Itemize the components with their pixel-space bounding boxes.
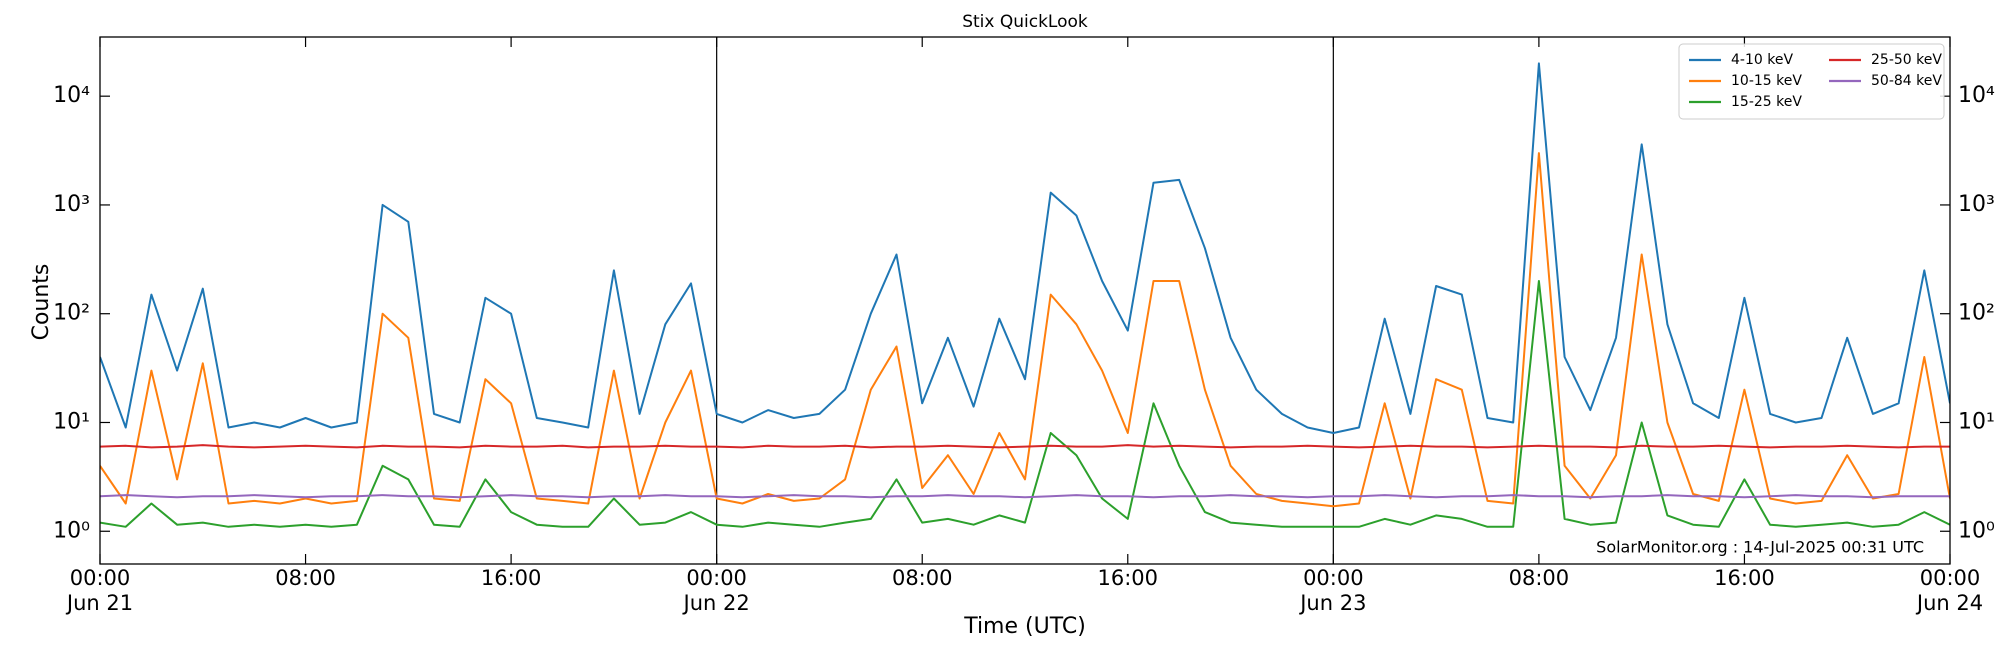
series-line: [100, 444, 1950, 449]
x-tick-label: 08:00: [275, 566, 336, 590]
y-tick-label: 10³: [53, 192, 90, 217]
x-tick-label: 08:00: [891, 566, 953, 590]
y-tick-label-right: 10⁴: [1958, 83, 1995, 108]
x-tick-label: 16:00: [480, 566, 542, 590]
x-tick-label: 00:00 Jun 21: [66, 566, 134, 615]
y-axis-label: Counts: [29, 264, 54, 341]
y-tick-label: 10⁰: [53, 518, 90, 543]
series-line: [100, 280, 1950, 528]
x-tick-label: 08:00: [1508, 566, 1570, 590]
y-tick-label: 10²: [53, 301, 90, 326]
legend-label: 10-15 keV: [1731, 73, 1802, 89]
chart-title: Stix QuickLook: [962, 12, 1088, 32]
legend-label: 50-84 keV: [1871, 73, 1942, 89]
x-tick-label: 00:00 Jun 23: [1300, 566, 1367, 615]
x-tick-label: 00:00 Jun 22: [683, 566, 750, 615]
series-line: [100, 62, 1950, 434]
plot-frame: [99, 36, 1951, 565]
legend-box: [1678, 43, 1945, 120]
y-tick-label-right: 10³: [1958, 192, 1995, 217]
legend-label: 25-50 keV: [1871, 52, 1942, 68]
series-line: [100, 494, 1950, 499]
y-tick-label-right: 10¹: [1958, 409, 1995, 434]
y-tick-label-right: 10⁰: [1958, 518, 1995, 543]
x-tick-label: 16:00: [1097, 566, 1159, 590]
y-tick-label: 10⁴: [53, 83, 90, 108]
x-tick-label: 00:00 Jun 24: [1916, 566, 1984, 615]
y-tick-label-right: 10²: [1958, 301, 1995, 326]
legend-label: 4-10 keV: [1731, 52, 1793, 68]
y-tick-label: 10¹: [53, 409, 90, 434]
annotation: SolarMonitor.org : 14-Jul-2025 00:31 UTC: [1596, 538, 1924, 557]
legend-label: 15-25 keV: [1731, 94, 1802, 110]
series-line: [100, 152, 1950, 508]
plot-lines: [100, 62, 1950, 528]
x-axis-label: Time (UTC): [963, 614, 1086, 639]
x-tick-label: 16:00: [1714, 566, 1775, 590]
